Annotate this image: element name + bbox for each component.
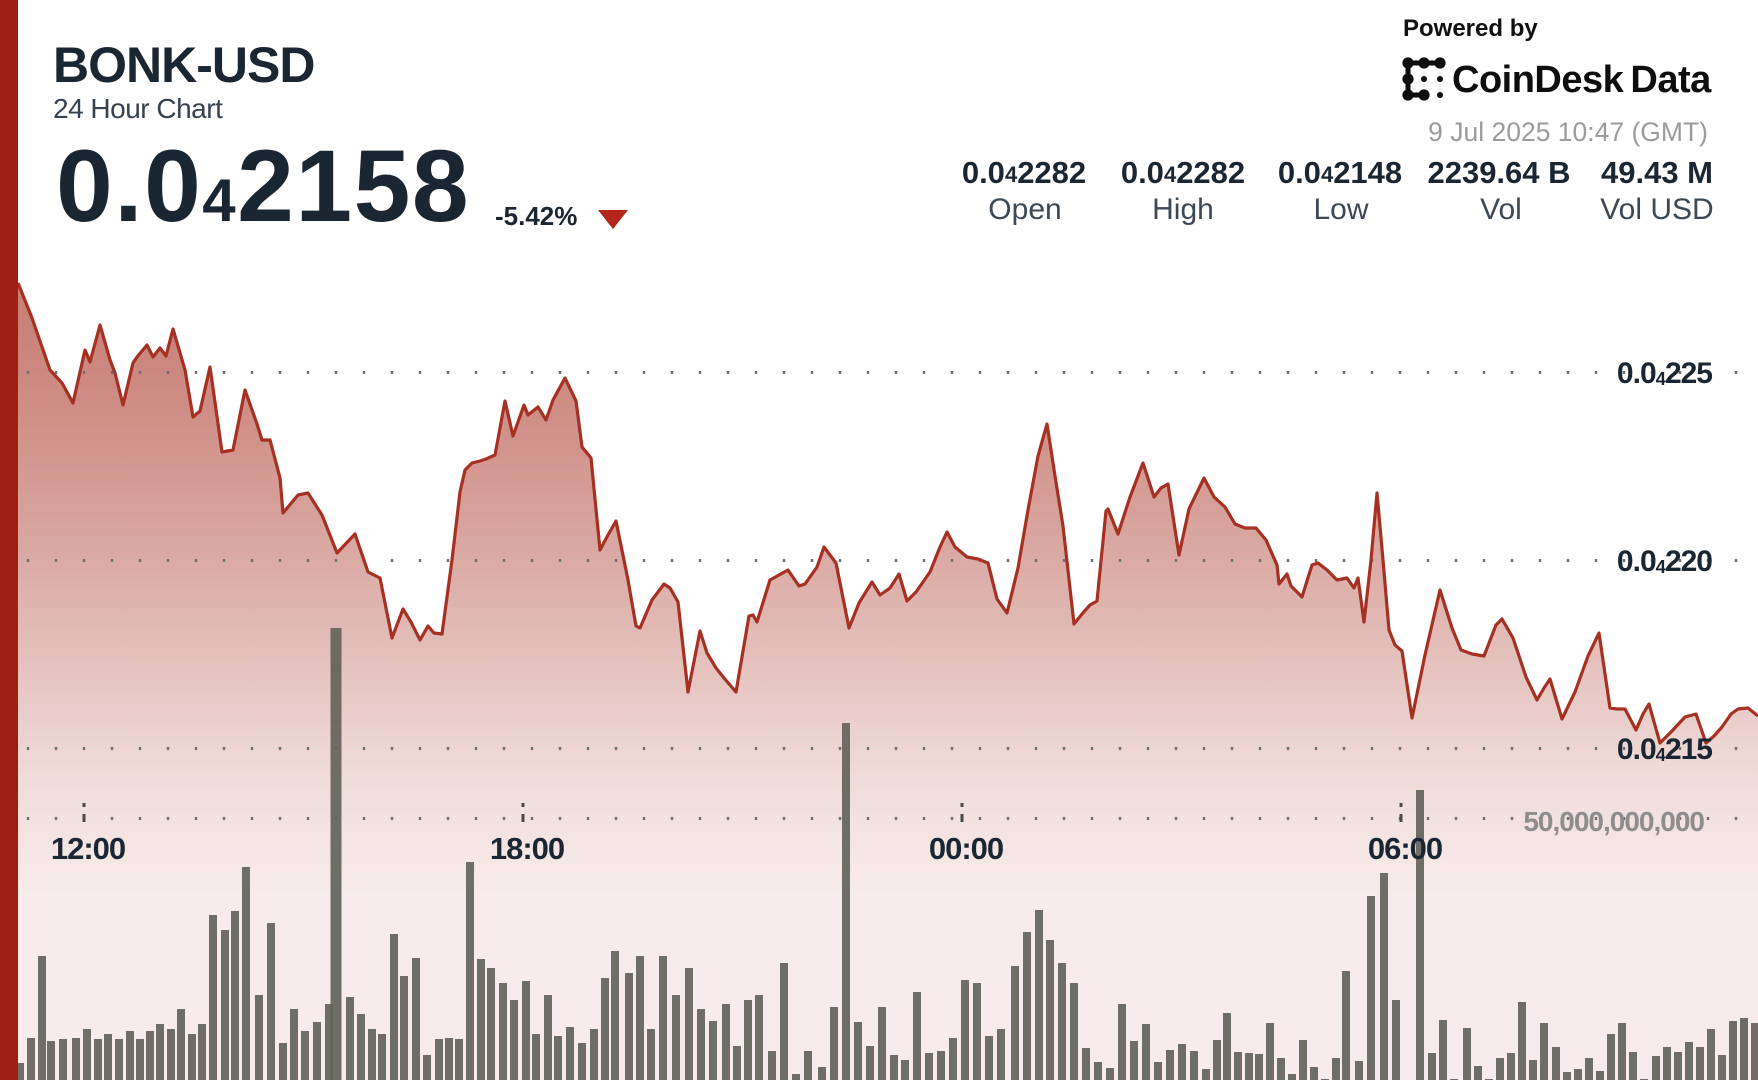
svg-text:24 Hour Chart: 24 Hour Chart xyxy=(53,93,223,124)
svg-text:Powered by: Powered by xyxy=(1403,15,1538,42)
svg-text:Open: Open xyxy=(988,193,1061,226)
svg-text:12:00: 12:00 xyxy=(51,831,125,866)
svg-text:-5.42%: -5.42% xyxy=(495,201,577,231)
svg-text:0.042282: 0.042282 xyxy=(962,155,1086,190)
svg-text:0.04225: 0.04225 xyxy=(1617,357,1712,390)
svg-text:Vol USD: Vol USD xyxy=(1600,193,1713,226)
svg-text:BONK-USD: BONK-USD xyxy=(53,37,314,93)
svg-text:06:00: 06:00 xyxy=(1368,831,1442,866)
svg-text:0.042148: 0.042148 xyxy=(1278,155,1402,190)
svg-text:2239.64 B: 2239.64 B xyxy=(1427,155,1570,190)
svg-text:0.04220: 0.04220 xyxy=(1617,545,1712,578)
svg-text:50,000,000,000: 50,000,000,000 xyxy=(1523,806,1704,837)
svg-text:Low: Low xyxy=(1313,193,1368,226)
svg-text:0.042158: 0.042158 xyxy=(56,129,470,243)
svg-text:Vol: Vol xyxy=(1480,193,1522,226)
svg-text:CoinDesk Data: CoinDesk Data xyxy=(1452,59,1712,101)
svg-text:9 Jul 2025 10:47 (GMT): 9 Jul 2025 10:47 (GMT) xyxy=(1428,117,1708,147)
svg-text:18:00: 18:00 xyxy=(490,831,564,866)
svg-text:00:00: 00:00 xyxy=(929,831,1003,866)
svg-text:0.04215: 0.04215 xyxy=(1617,733,1712,766)
svg-text:High: High xyxy=(1152,193,1214,226)
svg-text:0.042282: 0.042282 xyxy=(1121,155,1245,190)
svg-text:49.43 M: 49.43 M xyxy=(1601,155,1713,190)
